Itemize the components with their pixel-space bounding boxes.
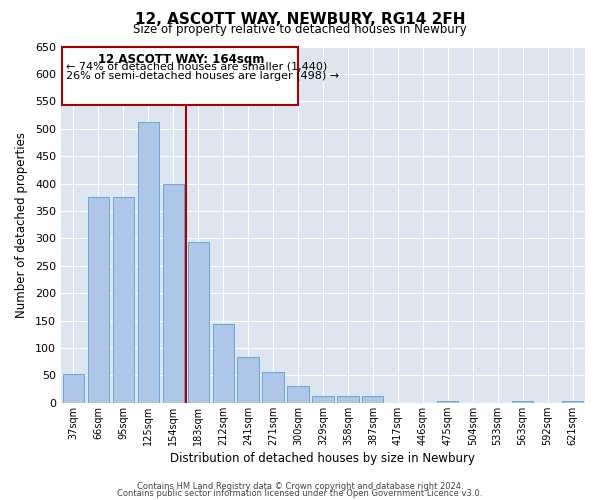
Bar bbox=[137, 122, 159, 403]
Text: 12, ASCOTT WAY, NEWBURY, RG14 2FH: 12, ASCOTT WAY, NEWBURY, RG14 2FH bbox=[135, 12, 465, 28]
Text: Contains public sector information licensed under the Open Government Licence v3: Contains public sector information licen… bbox=[118, 490, 482, 498]
FancyBboxPatch shape bbox=[62, 46, 298, 105]
Bar bbox=[512, 400, 533, 403]
Text: Size of property relative to detached houses in Newbury: Size of property relative to detached ho… bbox=[133, 22, 467, 36]
Bar bbox=[287, 386, 308, 403]
Text: Contains HM Land Registry data © Crown copyright and database right 2024.: Contains HM Land Registry data © Crown c… bbox=[137, 482, 463, 491]
Bar bbox=[362, 396, 383, 403]
Bar bbox=[113, 198, 134, 403]
Y-axis label: Number of detached properties: Number of detached properties bbox=[15, 132, 28, 318]
Bar bbox=[562, 400, 583, 403]
Bar bbox=[238, 358, 259, 403]
Text: 12 ASCOTT WAY: 164sqm: 12 ASCOTT WAY: 164sqm bbox=[98, 53, 264, 66]
Bar bbox=[188, 242, 209, 403]
Bar bbox=[63, 374, 84, 403]
Text: ← 74% of detached houses are smaller (1,440): ← 74% of detached houses are smaller (1,… bbox=[66, 62, 327, 72]
Bar bbox=[437, 400, 458, 403]
Text: 26% of semi-detached houses are larger (498) →: 26% of semi-detached houses are larger (… bbox=[66, 71, 339, 81]
Bar bbox=[212, 324, 234, 403]
Bar bbox=[313, 396, 334, 403]
Bar bbox=[337, 396, 359, 403]
X-axis label: Distribution of detached houses by size in Newbury: Distribution of detached houses by size … bbox=[170, 452, 475, 465]
Bar bbox=[262, 372, 284, 403]
Bar bbox=[163, 184, 184, 403]
Bar bbox=[88, 198, 109, 403]
